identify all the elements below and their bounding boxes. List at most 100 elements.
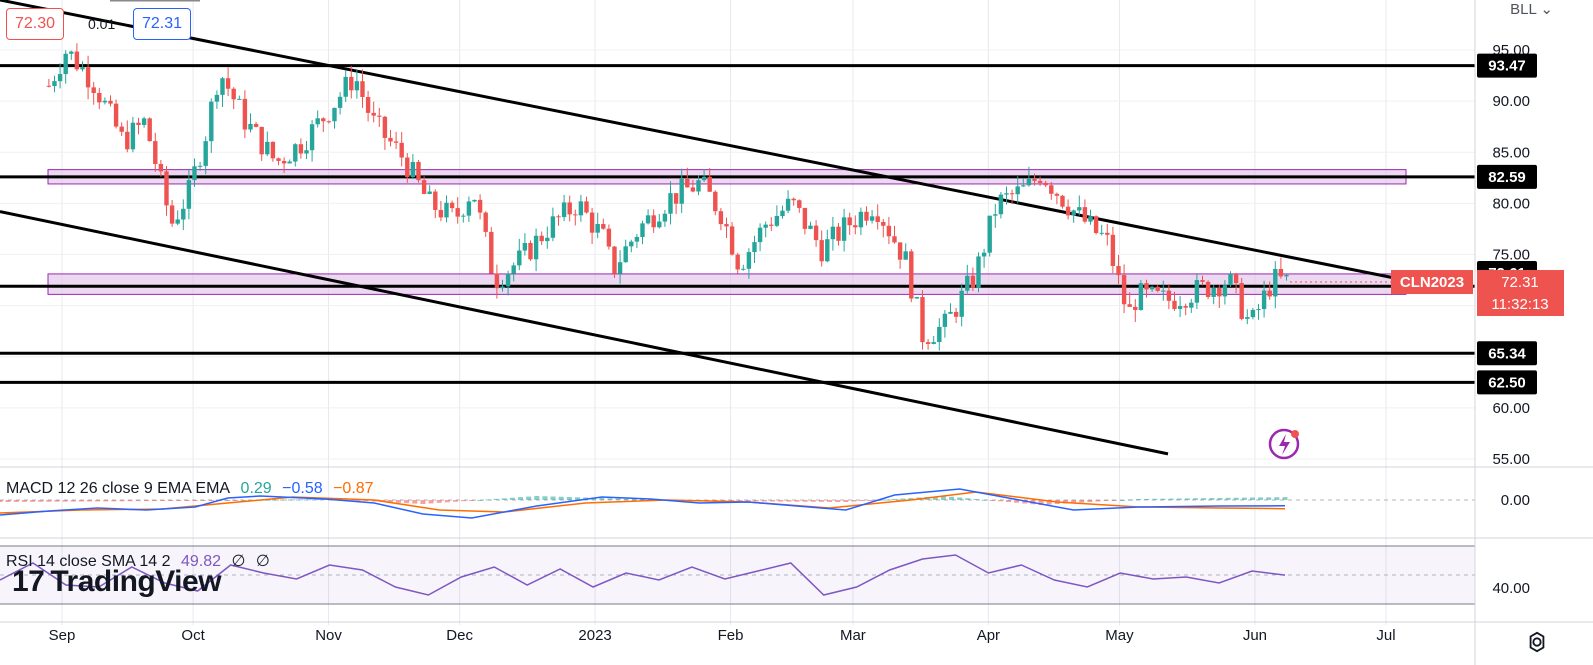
- macd-hist-bar: [810, 500, 816, 502]
- candle-body: [309, 124, 315, 151]
- candle-body: [724, 224, 729, 227]
- candle-body: [707, 176, 712, 192]
- macd-hist-bar: [1233, 497, 1239, 500]
- bid-price-box[interactable]: 72.30: [6, 8, 65, 40]
- candle-body: [1015, 186, 1020, 195]
- candle-body: [1205, 281, 1211, 297]
- macd-hist-bar: [835, 500, 841, 502]
- candle-body: [623, 246, 628, 263]
- candle-body: [1060, 195, 1065, 207]
- price-axis-label: 75.00: [1492, 247, 1530, 264]
- candle-body: [304, 150, 309, 154]
- candle-body: [780, 210, 785, 217]
- macd-hist-bar: [1258, 497, 1264, 500]
- candle-body: [612, 246, 617, 274]
- candle-body: [1049, 185, 1054, 194]
- tradingview-logo[interactable]: 17 TradingView: [12, 565, 222, 599]
- time-axis-label: May: [1105, 627, 1134, 644]
- time-axis-label: Jul: [1376, 627, 1395, 644]
- macd-hist-bar: [526, 496, 532, 500]
- candle-body: [802, 207, 808, 229]
- candle-body: [617, 262, 623, 274]
- macd-hist-bar: [62, 500, 68, 502]
- macd-hist-bar: [1266, 497, 1272, 500]
- candle-body: [909, 251, 914, 299]
- lightning-icon-bolt: [1279, 434, 1290, 455]
- candle-body: [231, 88, 236, 100]
- price-axis-label: 60.00: [1492, 400, 1530, 417]
- macd-hist-bar: [192, 500, 198, 501]
- level-tag-label: 62.50: [1488, 374, 1526, 391]
- settings-gear-icon[interactable]: [1526, 631, 1548, 653]
- macd-hist-bar: [574, 497, 580, 500]
- candle-body: [573, 214, 578, 216]
- macd-hist-bar: [1225, 497, 1231, 500]
- candle-body: [511, 265, 516, 274]
- level-tag-box: [1477, 53, 1537, 78]
- macd-hist-bar: [38, 500, 44, 502]
- rsi-legend[interactable]: RSI 14 close SMA 14 2 49.82 ∅ ∅: [6, 551, 276, 571]
- macd-hist-bar: [274, 499, 280, 501]
- candle-body: [91, 87, 96, 93]
- horizontal-levels[interactable]: [0, 64, 1475, 384]
- macd-hist-bar: [859, 500, 865, 501]
- candle-body: [993, 214, 998, 216]
- macd-hist-bar: [452, 500, 458, 502]
- macd-hist-bar: [86, 500, 92, 502]
- candle-body: [1278, 268, 1284, 277]
- candle-body: [489, 231, 494, 274]
- candle-body: [74, 51, 80, 70]
- ask-price-box[interactable]: 72.31: [133, 8, 192, 40]
- candle-body: [259, 126, 264, 155]
- candle-body: [1239, 283, 1244, 319]
- candle-body: [517, 250, 522, 266]
- macd-hist-bar: [387, 500, 393, 503]
- candle-body: [741, 268, 746, 270]
- trend-channel[interactable]: [0, 0, 1411, 456]
- macd-hist-bar: [1168, 498, 1174, 500]
- candle-body: [46, 85, 52, 87]
- macd-hist-bar: [1014, 500, 1020, 503]
- macd-hist-bar: [420, 500, 426, 504]
- candle-body: [1200, 280, 1205, 282]
- candle-body: [433, 191, 438, 210]
- macd-hist-bar: [745, 500, 751, 502]
- candle-body: [1026, 178, 1032, 186]
- macd-hist-bar: [46, 500, 52, 502]
- macd-hist-bar: [892, 499, 898, 500]
- macd-hist-bar: [794, 500, 800, 502]
- candle-body: [881, 221, 886, 226]
- time-axis-label: Nov: [315, 627, 342, 644]
- rsi-legend-label: RSI 14 close SMA 14 2: [6, 553, 171, 570]
- candle-body: [1144, 283, 1149, 290]
- candle-body: [57, 74, 63, 82]
- candle-body: [80, 67, 85, 70]
- candle-body: [965, 275, 970, 291]
- candle-body: [948, 311, 953, 314]
- candle-body: [1065, 206, 1071, 216]
- support-resistance-zones[interactable]: [47, 169, 1407, 295]
- candle-body: [1043, 182, 1048, 186]
- candle-body: [449, 202, 455, 209]
- currency-selector[interactable]: BLL ⌄: [1510, 0, 1553, 18]
- macd-hist-bar: [200, 500, 206, 501]
- macd-hist-bar: [143, 500, 149, 502]
- macd-hist-bar: [1282, 497, 1288, 500]
- candle-body: [203, 141, 208, 166]
- rsi-line: [0, 554, 1286, 596]
- candle-body: [1284, 274, 1289, 277]
- candle-body: [1149, 286, 1155, 290]
- candle-body: [494, 273, 500, 289]
- macd-legend[interactable]: MACD 12 26 close 9 EMA EMA 0.29 −0.58 −0…: [6, 480, 380, 498]
- macd-hist-bar: [973, 499, 979, 500]
- candle-body: [1261, 290, 1267, 310]
- macd-hist-bar: [997, 500, 1003, 502]
- candle-body: [1256, 309, 1261, 311]
- candle-body: [841, 217, 847, 241]
- macd-hist-bar: [1160, 498, 1166, 500]
- candle-body: [393, 141, 399, 143]
- macd-hist-bar: [778, 500, 784, 502]
- candle-body: [959, 290, 964, 317]
- price-axis-label: 55.00: [1492, 451, 1530, 468]
